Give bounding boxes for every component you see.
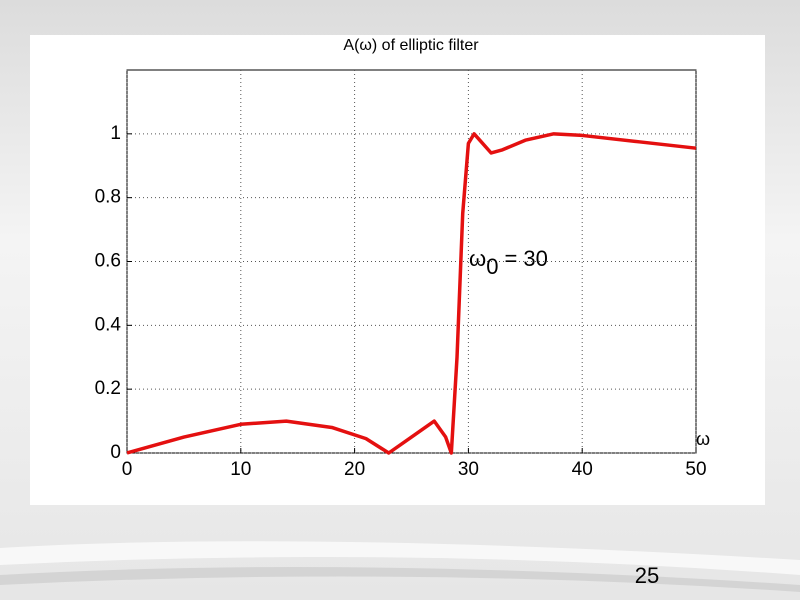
chart-title: A(ω) of elliptic filter	[343, 37, 479, 54]
y-tick-label: 0.8	[95, 187, 121, 208]
x-tick-label: 30	[458, 459, 479, 480]
page-number: 25	[635, 563, 659, 588]
decoration	[0, 567, 800, 592]
x-axis-label: ω	[696, 429, 710, 449]
x-tick-label: 0	[122, 459, 133, 480]
x-tick-label: 10	[230, 459, 251, 480]
y-tick-label: 0.2	[95, 378, 121, 399]
y-tick-label: 1	[110, 123, 121, 144]
annotation-symbol: ω	[469, 246, 486, 271]
x-tick-label: 40	[572, 459, 593, 480]
y-tick-label: 0.4	[95, 314, 122, 335]
data-line	[126, 132, 697, 455]
decoration	[0, 541, 800, 575]
annotation-subscript: 0	[486, 254, 498, 279]
x-tick-label: 50	[685, 459, 706, 480]
y-tick-label: 0.6	[95, 251, 121, 272]
y-tick-label: 0	[110, 442, 121, 463]
x-tick-label: 20	[344, 459, 365, 480]
annotation-text: = 30	[504, 246, 547, 271]
annotation: ω0 = 30	[469, 246, 548, 279]
